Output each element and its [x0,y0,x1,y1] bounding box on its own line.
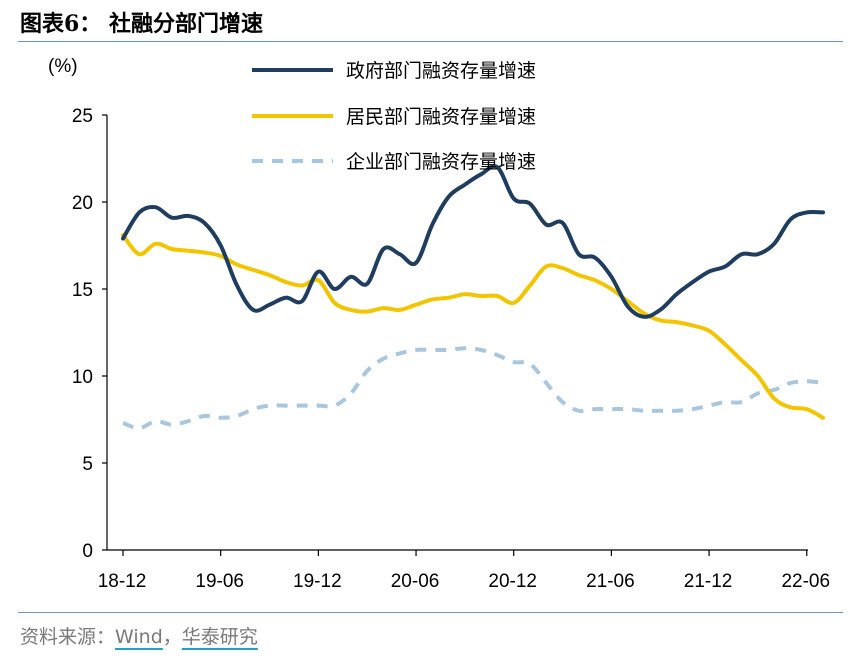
x-tick-label: 21-06 [586,571,635,592]
y-tick-label: 20 [72,193,93,214]
x-tick-label: 22-06 [781,571,830,592]
legend-label-2: 企业部门融资存量增速 [346,151,536,173]
y-tick-label: 5 [82,454,93,475]
x-tick-label: 18-12 [98,571,147,592]
chart-series [121,164,825,431]
source-comma: ， [162,626,182,648]
title-divider [18,41,843,42]
y-tick-label: 15 [72,280,93,301]
x-tick-label: 19-06 [195,571,244,592]
y-tick-label: 0 [82,541,93,562]
x-tick-label: 19-12 [293,571,342,592]
y-tick-label: 10 [72,367,93,388]
series-line-1 [121,233,825,420]
source-wind: Wind [115,626,163,648]
line-chart: 0 5 10 15 20 25 18-12 19-06 19-12 20-06 20-12 21-06… [48,56,830,592]
y-axis-label: (%) [48,56,78,77]
source-prefix: 资料来源： [20,626,116,648]
x-tick-label: 21-12 [684,571,733,592]
legend-label-1: 居民部门融资存量增速 [346,106,536,128]
series-line-0 [121,164,825,319]
x-tick-label: 20-12 [488,571,537,592]
chart-axes: 0 5 10 15 20 25 18-12 19-06 19-12 20-06 20-12 21-06… [72,106,830,592]
source-note: 资料来源：Wind，华泰研究 [20,622,258,649]
page-title: 图表6： 社融分部门增速 [20,11,263,37]
footer-divider [18,612,843,613]
x-tick-label: 20-06 [391,571,440,592]
series-line-2 [122,346,824,431]
y-tick-label: 25 [72,106,93,127]
source-huatai: 华泰研究 [181,626,258,648]
legend-label-0: 政府部门融资存量增速 [346,60,536,82]
